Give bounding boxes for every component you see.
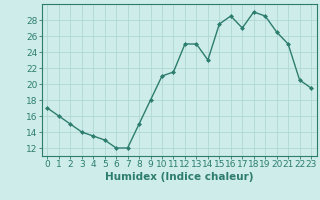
X-axis label: Humidex (Indice chaleur): Humidex (Indice chaleur) (105, 172, 253, 182)
